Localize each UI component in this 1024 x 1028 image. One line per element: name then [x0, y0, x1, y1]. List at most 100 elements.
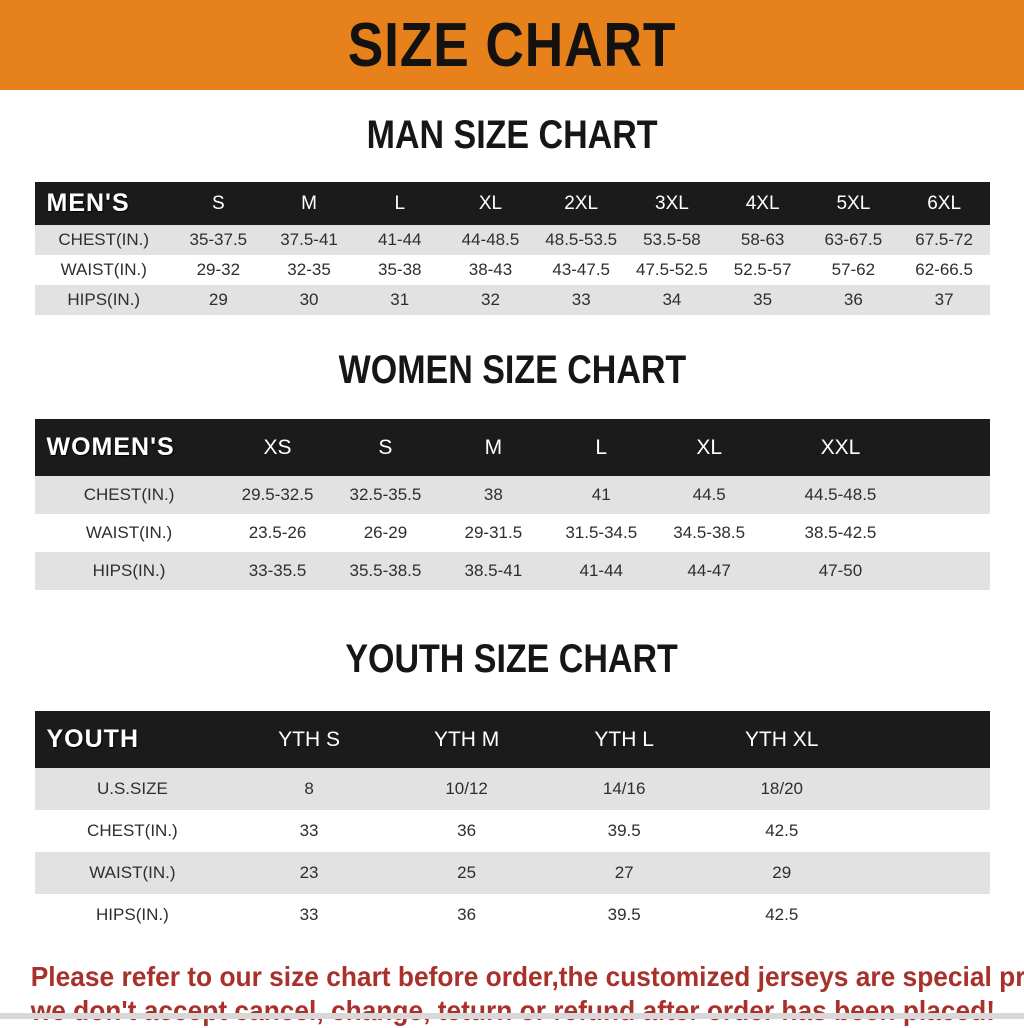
size-value-cell: 14/16 — [602, 779, 646, 798]
row-filler — [861, 810, 990, 852]
size-value-cell: 37.5-41 — [280, 230, 338, 249]
size-value-cell: 35.5-38.5 — [349, 561, 422, 580]
size-column-header: 3XL — [626, 182, 718, 225]
size-column-header: L — [354, 182, 446, 225]
size-value-cell: 25 — [457, 863, 477, 882]
size-column-header: XS — [223, 419, 332, 476]
size-value-cell: 34 — [662, 290, 682, 309]
table-row: CHEST(IN.) 29.5-32.5 32.5-35.5 38 41 44.5 44.5… — [34, 476, 990, 514]
size-value-cell: 35-37.5 — [189, 230, 248, 249]
size-value-cell: 18/20 — [760, 779, 803, 798]
section-heading-man: MAN SIZE CHART — [366, 113, 658, 157]
row-filler — [861, 852, 990, 894]
size-column-header: 6XL — [898, 182, 990, 225]
size-value-cell: 36 — [457, 821, 477, 840]
size-value-cell: 37 — [934, 290, 954, 309]
bottom-strip — [0, 1013, 1024, 1019]
size-value-cell: 44-47 — [687, 561, 731, 580]
row-filler — [861, 768, 990, 810]
size-value-cell: 48.5-53.5 — [545, 230, 618, 249]
size-value-cell: 57-62 — [831, 260, 876, 279]
size-column-header: M — [439, 419, 548, 476]
table-row: WAIST(IN.) 29-32 32-35 35-38 38-43 43-47.5 47.… — [34, 255, 990, 285]
size-value-cell: 44-48.5 — [461, 230, 520, 249]
size-column-header: XL — [655, 419, 764, 476]
size-value-cell: 33-35.5 — [248, 561, 307, 580]
row-filler — [918, 552, 990, 590]
size-column-header: YTH XL — [702, 711, 861, 768]
table-row: HIPS(IN.) 29 30 31 32 33 34 35 36 37 — [34, 285, 990, 315]
size-value-cell: 29-31.5 — [464, 523, 523, 542]
size-value-cell: 29-32 — [196, 260, 241, 279]
size-column-header: M — [263, 182, 355, 225]
table-header-label: WOMEN'S — [34, 419, 224, 476]
size-value-cell: 67.5-72 — [915, 230, 973, 249]
size-value-cell: 41-44 — [579, 561, 623, 580]
size-value-cell: 42.5 — [765, 821, 799, 840]
table-header-label: MEN'S — [34, 182, 173, 225]
size-value-cell: 29.5-32.5 — [241, 485, 314, 504]
size-value-cell: 33 — [299, 905, 319, 924]
size-value-cell: 31.5-34.5 — [565, 523, 638, 542]
row-label: U.S.SIZE — [96, 779, 168, 798]
row-label: HIPS(IN.) — [92, 561, 166, 580]
size-value-cell: 41 — [591, 485, 611, 504]
table-header-label: YOUTH — [34, 711, 231, 768]
size-value-cell: 47-50 — [818, 561, 863, 580]
row-label: HIPS(IN.) — [96, 905, 169, 924]
women-size-table: WOMEN'S XS S M L XL XXL CHEST(IN.) 29.5-32.5 32.5… — [34, 419, 990, 590]
table-row: U.S.SIZE 8 10/12 14/16 18/20 — [34, 768, 990, 810]
row-label: WAIST(IN.) — [60, 260, 147, 279]
size-value-cell: 38.5-42.5 — [804, 523, 877, 542]
row-label: CHEST(IN.) — [58, 230, 150, 249]
size-column-header: 4XL — [717, 182, 808, 225]
size-value-cell: 42.5 — [765, 905, 799, 924]
size-value-cell: 26-29 — [363, 523, 408, 542]
table-row: HIPS(IN.) 33 36 39.5 42.5 — [34, 894, 990, 936]
row-filler — [918, 514, 990, 552]
order-note-line1: Please refer to our size chart before or… — [30, 961, 1024, 992]
men-size-table: MEN'S S M L XL 2XL 3XL 4XL 5XL 6XL CHEST(IN.) 35-37… — [34, 182, 990, 315]
size-value-cell: 44.5-48.5 — [804, 485, 877, 504]
size-column-header: S — [331, 419, 440, 476]
row-filler — [861, 894, 990, 936]
size-value-cell: 27 — [614, 863, 634, 882]
size-value-cell: 34.5-38.5 — [673, 523, 746, 542]
size-value-cell: 10/12 — [445, 779, 488, 798]
size-value-cell: 33 — [571, 290, 591, 309]
size-value-cell: 35-38 — [378, 260, 422, 279]
table-row: WAIST(IN.) 23.5-26 26-29 29-31.5 31.5-34.5 34… — [34, 514, 990, 552]
size-column-header: 5XL — [808, 182, 899, 225]
size-column-header: YTH L — [545, 711, 703, 768]
size-value-cell: 31 — [390, 290, 410, 309]
size-value-cell: 58-63 — [740, 230, 785, 249]
size-value-cell: 8 — [304, 779, 314, 798]
table-row: CHEST(IN.) 33 36 39.5 42.5 — [34, 810, 990, 852]
size-value-cell: 32-35 — [287, 260, 331, 279]
size-column-header: XL — [445, 182, 536, 225]
table-row: WAIST(IN.) 23 25 27 29 — [34, 852, 990, 894]
size-value-cell: 38.5-41 — [464, 561, 523, 580]
table-row: CHEST(IN.) 35-37.5 37.5-41 41-44 44-48.5 48.5… — [34, 225, 990, 255]
size-value-cell: 62-66.5 — [915, 260, 973, 279]
order-note: Please refer to our size chart before or… — [0, 960, 1024, 1028]
size-column-header: 2XL — [535, 182, 627, 225]
size-value-cell: 36 — [457, 905, 477, 924]
size-value-cell: 47.5-52.5 — [636, 260, 708, 279]
size-value-cell: 52.5-57 — [733, 260, 792, 279]
size-value-cell: 23 — [299, 863, 319, 882]
size-chart-banner: SIZE CHART — [0, 0, 1024, 90]
size-value-cell: 41-44 — [378, 230, 422, 249]
row-label: WAIST(IN.) — [89, 863, 176, 882]
size-value-cell: 38 — [483, 485, 503, 504]
row-filler — [918, 476, 990, 514]
size-value-cell: 35 — [753, 290, 773, 309]
row-label: HIPS(IN.) — [67, 290, 141, 309]
size-value-cell: 39.5 — [607, 905, 641, 924]
row-label: WAIST(IN.) — [85, 523, 173, 542]
size-column-header: L — [547, 419, 656, 476]
banner-title: SIZE CHART — [347, 10, 677, 80]
size-value-cell: 23.5-26 — [248, 523, 307, 542]
size-value-cell: 44.5 — [692, 485, 726, 504]
section-heading-women: WOMEN SIZE CHART — [338, 348, 686, 392]
